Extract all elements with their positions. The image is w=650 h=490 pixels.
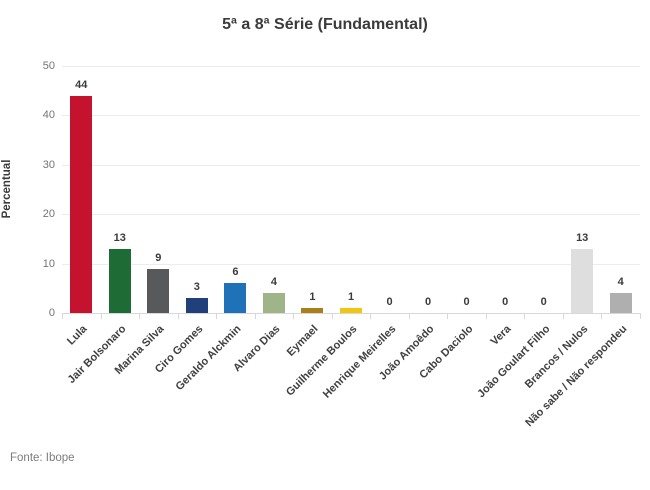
x-tick — [447, 313, 449, 319]
bar-value-label: 0 — [386, 296, 393, 308]
x-tick — [254, 313, 256, 319]
bar-value-label: 1 — [347, 291, 355, 304]
gridline — [62, 115, 640, 117]
y-tick-label: 50 — [42, 60, 55, 72]
bar — [262, 293, 285, 313]
x-tick — [293, 313, 295, 319]
gridline — [62, 164, 640, 166]
bar-value-label: 0 — [463, 296, 470, 308]
bar-value-label: 4 — [270, 276, 277, 289]
bar-value-label: 1 — [309, 291, 316, 304]
gridline — [62, 214, 640, 216]
source-note: Fonte: Ibope — [10, 452, 75, 464]
y-tick-label: 0 — [48, 307, 55, 319]
x-tick — [139, 313, 141, 319]
bar-value-label: 0 — [540, 296, 547, 308]
x-tick — [601, 313, 603, 319]
bar — [108, 248, 131, 313]
x-tick — [331, 313, 333, 319]
x-tick — [177, 313, 179, 319]
x-tick — [100, 313, 102, 319]
bar — [340, 308, 362, 313]
bar-value-label: 6 — [232, 266, 239, 279]
bar-value-label: 4 — [617, 276, 624, 289]
x-tick — [62, 313, 63, 319]
x-tick — [562, 313, 564, 319]
bar — [571, 248, 594, 313]
gridline — [62, 263, 640, 265]
plot-area: 44 13 9 3 6 4 1 1 0 0 0 0 0 13 4 — [62, 66, 640, 313]
chart-title: 5ª a 8ª Série (Fundamental) — [222, 16, 428, 33]
bar — [301, 308, 324, 313]
y-tick-label: 30 — [42, 158, 55, 171]
bar-value-label: 0 — [502, 296, 509, 308]
y-axis-label: Percentual — [1, 159, 13, 219]
bar-value-label: 0 — [425, 296, 432, 308]
bar — [147, 268, 170, 313]
x-tick — [485, 313, 487, 319]
x-tick — [370, 313, 372, 319]
y-tick-label: 20 — [42, 208, 55, 221]
x-tick — [408, 313, 410, 319]
y-tick-label: 10 — [42, 257, 55, 270]
bar — [224, 283, 247, 313]
bar-value-label: 9 — [155, 251, 162, 264]
bar — [185, 298, 208, 313]
bar-value-label: 13 — [576, 231, 589, 244]
y-tick-label: 40 — [42, 109, 55, 122]
x-tick — [524, 313, 526, 319]
bar-value-label: 3 — [193, 281, 200, 294]
bar — [609, 293, 632, 313]
x-tick — [216, 313, 218, 319]
x-axis-line — [62, 313, 641, 314]
bar-value-label: 13 — [113, 231, 126, 244]
x-tick — [640, 313, 641, 319]
gridline — [62, 66, 640, 67]
bar — [70, 95, 93, 313]
bar-value-label: 44 — [75, 78, 88, 91]
